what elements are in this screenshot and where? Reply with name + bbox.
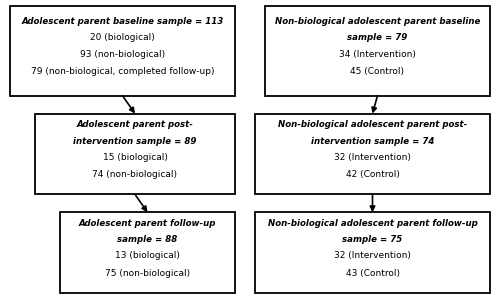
Text: intervention sample = 89: intervention sample = 89 bbox=[74, 137, 196, 146]
Text: intervention sample = 74: intervention sample = 74 bbox=[311, 137, 434, 146]
Text: 42 (Control): 42 (Control) bbox=[346, 170, 400, 179]
Text: 43 (Control): 43 (Control) bbox=[346, 269, 400, 278]
Text: 13 (biological): 13 (biological) bbox=[115, 251, 180, 260]
Text: sample = 88: sample = 88 bbox=[118, 235, 178, 244]
FancyBboxPatch shape bbox=[60, 212, 235, 293]
Text: 79 (non-biological, completed follow-up): 79 (non-biological, completed follow-up) bbox=[31, 67, 214, 77]
FancyBboxPatch shape bbox=[265, 6, 490, 96]
Text: Adolescent parent post-: Adolescent parent post- bbox=[76, 120, 194, 129]
Text: 74 (non-biological): 74 (non-biological) bbox=[92, 170, 178, 179]
FancyBboxPatch shape bbox=[10, 6, 235, 96]
Text: 93 (non-biological): 93 (non-biological) bbox=[80, 50, 165, 59]
Text: Non-biological adolescent parent baseline: Non-biological adolescent parent baselin… bbox=[275, 17, 480, 26]
Text: 15 (biological): 15 (biological) bbox=[102, 153, 168, 162]
Text: Non-biological adolescent parent post-: Non-biological adolescent parent post- bbox=[278, 120, 467, 129]
FancyBboxPatch shape bbox=[255, 114, 490, 194]
Text: 75 (non-biological): 75 (non-biological) bbox=[105, 269, 190, 278]
Text: 34 (Intervention): 34 (Intervention) bbox=[339, 50, 416, 59]
Text: Non-biological adolescent parent follow-up: Non-biological adolescent parent follow-… bbox=[268, 219, 478, 228]
FancyBboxPatch shape bbox=[255, 212, 490, 293]
Text: sample = 75: sample = 75 bbox=[342, 235, 402, 244]
Text: Adolescent parent baseline sample = 113: Adolescent parent baseline sample = 113 bbox=[22, 16, 224, 26]
Text: 32 (Intervention): 32 (Intervention) bbox=[334, 251, 411, 260]
FancyBboxPatch shape bbox=[35, 114, 235, 194]
Text: 20 (biological): 20 (biological) bbox=[90, 33, 155, 42]
Text: 45 (Control): 45 (Control) bbox=[350, 67, 405, 76]
Text: 32 (Intervention): 32 (Intervention) bbox=[334, 153, 411, 162]
Text: sample = 79: sample = 79 bbox=[348, 33, 408, 42]
Text: Adolescent parent follow-up: Adolescent parent follow-up bbox=[79, 219, 216, 228]
